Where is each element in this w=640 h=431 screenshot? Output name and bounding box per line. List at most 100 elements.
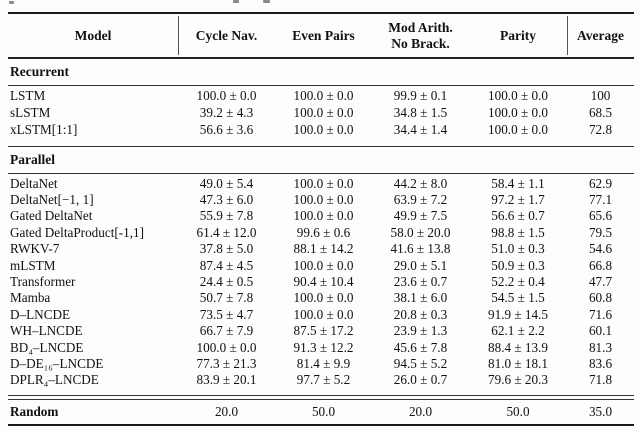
value-cell: 72.8 (588, 122, 613, 137)
value-cell: 83.6 (588, 355, 613, 371)
column-header-average: Average (577, 27, 624, 43)
double-rule-upper (8, 394, 634, 396)
column-header-parity: Parity (500, 27, 536, 43)
value-cell: 62.9 (588, 175, 613, 191)
value-cell: 35.0 (588, 403, 613, 419)
section-label-recurrent: Recurrent (10, 63, 69, 79)
value-cell: 24.4 ± 0.5 (199, 274, 254, 290)
model-name: BD₄–LNCDE (10, 339, 84, 355)
value-cell: 100.0 ± 0.0 (293, 122, 354, 137)
value-cell: 100.0 ± 0.0 (488, 88, 548, 103)
section-divider-rule (8, 145, 634, 147)
value-cell: 81.0 ± 18.1 (488, 355, 548, 371)
value-cell: 23.9 ± 1.3 (393, 323, 448, 339)
value-cell: 91.9 ± 14.5 (488, 306, 548, 322)
bottom-rule (8, 423, 634, 426)
table-row: Gated DeltaNet 55.9 ± 7.8 100.0 ± 0.0 49.9 … (8, 208, 634, 224)
cropped-caption-fragment (9, 1, 14, 4)
column-header-cycle-nav: Cycle Nav. (195, 27, 258, 43)
value-cell: 100.0 ± 0.0 (293, 192, 354, 208)
value-cell: 65.6 (588, 208, 613, 224)
value-cell: 50.9 ± 0.3 (491, 257, 545, 273)
value-cell: 49.0 ± 5.4 (199, 175, 254, 191)
table-row: sLSTM 39.2 ± 4.3 100.0 ± 0.0 34.8 ± 1.5 100.… (8, 105, 634, 122)
value-cell: 100 (590, 88, 611, 103)
column-header-even-pairs: Even Pairs (292, 27, 355, 43)
value-cell: 97.2 ± 1.7 (491, 192, 545, 208)
value-cell: 99.6 ± 0.6 (296, 224, 351, 240)
value-cell: 100.0 ± 0.0 (293, 306, 354, 322)
value-cell: 55.9 ± 7.8 (199, 208, 254, 224)
table-header-row: Model Cycle Nav. Even Pairs Mod Arith. N… (8, 14, 634, 57)
value-cell: 90.4 ± 10.4 (293, 274, 354, 290)
table-row: mLSTM 87.4 ± 4.5 100.0 ± 0.0 29.0 ± 5.1 50.9… (8, 257, 634, 273)
model-name: sLSTM (10, 105, 51, 120)
top-rule (8, 12, 634, 14)
value-cell: 20.0 (408, 403, 433, 419)
value-cell: 54.5 ± 1.5 (491, 290, 545, 306)
value-cell: 45.6 ± 7.8 (393, 339, 448, 355)
model-name: D–LNCDE (10, 306, 71, 322)
value-cell: 41.6 ± 13.8 (390, 241, 451, 257)
model-name: Gated DeltaNet (10, 208, 93, 224)
value-cell: 37.8 ± 5.0 (199, 241, 254, 257)
value-cell: 51.0 ± 0.3 (491, 241, 545, 257)
value-cell: 58.4 ± 1.1 (491, 175, 545, 191)
table-row: DeltaNet[−1, 1] 47.3 ± 6.0 100.0 ± 0.0 63.9… (8, 192, 634, 208)
random-row-label: Random (10, 403, 59, 419)
table-row: WH–LNCDE 66.7 ± 7.9 87.5 ± 17.2 23.9 ± 1.3 6… (8, 323, 634, 339)
table-row: LSTM 100.0 ± 0.0 100.0 ± 0.0 99.9 ± 0.1 100.… (8, 88, 634, 105)
value-cell: 58.0 ± 20.0 (390, 224, 451, 240)
model-name: Transformer (10, 274, 76, 290)
value-cell: 63.9 ± 7.2 (393, 192, 448, 208)
value-cell: 56.6 ± 0.7 (491, 208, 545, 224)
value-cell: 81.4 ± 9.9 (296, 355, 351, 371)
value-cell: 100.0 ± 0.0 (293, 290, 354, 306)
value-cell: 100.0 ± 0.0 (196, 88, 257, 103)
value-cell: 77.1 (588, 192, 613, 208)
value-cell: 26.0 ± 0.7 (393, 372, 448, 388)
table-row: RWKV-7 37.8 ± 5.0 88.1 ± 14.2 41.6 ± 13.8 51… (8, 241, 634, 257)
table-row: Gated DeltaProduct[-1,1] 61.4 ± 12.0 99.6 … (8, 225, 634, 241)
header-vertical-rule-right (567, 16, 568, 55)
value-cell: 56.6 ± 3.6 (199, 122, 254, 137)
value-cell: 61.4 ± 12.0 (196, 224, 257, 240)
table-row: D–LNCDE 73.5 ± 4.7 100.0 ± 0.0 20.8 ± 0.3 91… (8, 307, 634, 323)
model-name: DeltaNet (10, 175, 58, 191)
value-cell: 62.1 ± 2.2 (491, 323, 545, 339)
value-cell: 66.8 (588, 257, 613, 273)
table-row: xLSTM[1:1] 56.6 ± 3.6 100.0 ± 0.0 34.4 ± 1.… (8, 122, 634, 139)
value-cell: 77.3 ± 21.3 (196, 355, 257, 371)
value-cell: 54.6 (588, 241, 613, 257)
value-cell: 60.8 (588, 290, 613, 306)
model-name: mLSTM (10, 257, 56, 273)
random-baseline-row: Random 20.0 50.0 20.0 50.0 35.0 (8, 400, 634, 424)
value-cell: 44.2 ± 8.0 (393, 175, 448, 191)
value-cell: 100.0 ± 0.0 (488, 105, 548, 120)
section-recurrent: Recurrent LSTM 100.0 ± 0.0 100.0 ± 0.0 99.9… (8, 59, 634, 142)
value-cell: 87.4 ± 4.5 (199, 257, 254, 273)
value-cell: 100.0 ± 0.0 (293, 105, 354, 120)
value-cell: 100.0 ± 0.0 (293, 175, 354, 191)
value-cell: 20.8 ± 0.3 (393, 306, 448, 322)
model-name: D–DE₁₆–LNCDE (10, 355, 104, 371)
value-cell: 50.0 (311, 403, 336, 419)
table-content: Model Cycle Nav. Even Pairs Mod Arith. N… (8, 0, 634, 426)
section-label-parallel: Parallel (10, 151, 55, 167)
value-cell: 49.9 ± 7.5 (393, 208, 448, 224)
value-cell: 71.8 (588, 372, 613, 388)
header-vertical-rule-left (178, 16, 179, 55)
value-cell: 100.0 ± 0.0 (293, 257, 354, 273)
value-cell: 88.1 ± 14.2 (293, 241, 354, 257)
cropped-caption-strip (8, 0, 634, 12)
model-name: DeltaNet[−1, 1] (10, 192, 94, 208)
value-cell: 34.8 ± 1.5 (393, 105, 448, 120)
value-cell: 52.2 ± 0.4 (491, 274, 545, 290)
value-cell: 100.0 ± 0.0 (293, 88, 354, 103)
model-name: Gated DeltaProduct[-1,1] (10, 224, 145, 240)
header-bottom-rule (8, 57, 634, 59)
value-cell: 100.0 ± 0.0 (196, 339, 257, 355)
model-name: LSTM (10, 88, 46, 103)
value-cell: 39.2 ± 4.3 (199, 105, 254, 120)
